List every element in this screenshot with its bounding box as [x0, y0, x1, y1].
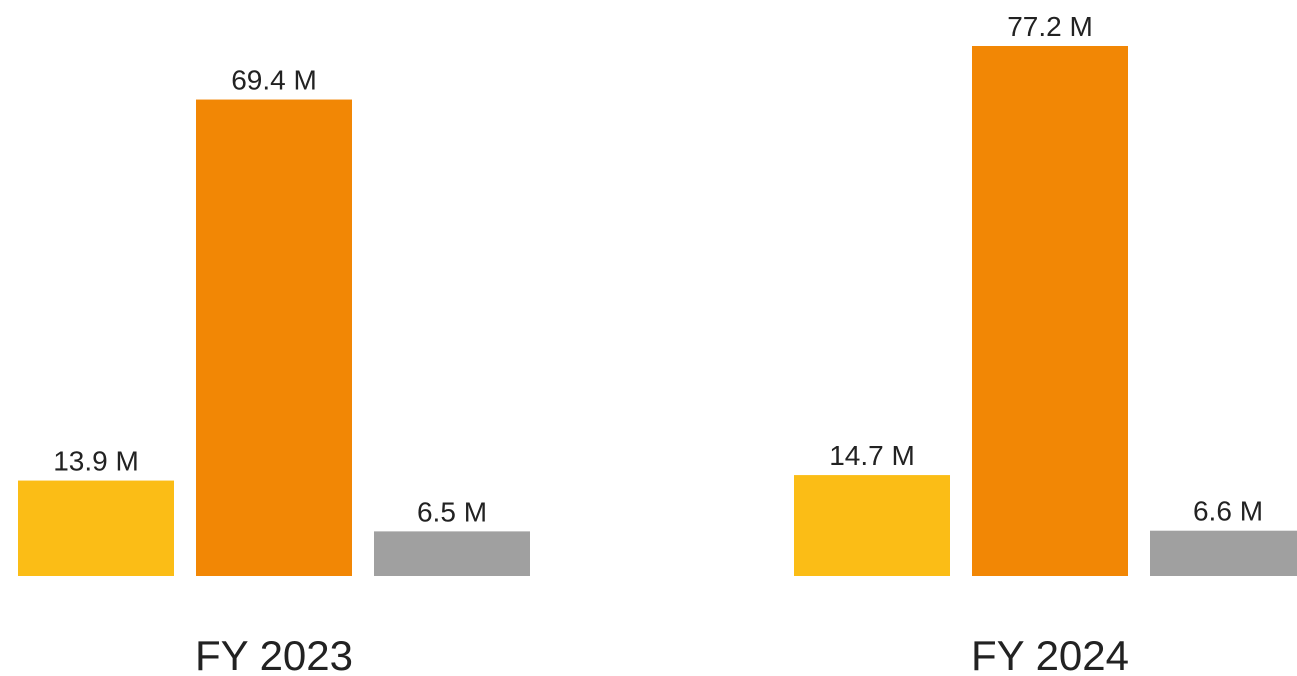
bar: [1150, 530, 1297, 576]
value-label: 13.9 M: [53, 446, 139, 477]
value-label: 6.5 M: [417, 496, 487, 527]
value-label: 6.6 M: [1193, 496, 1263, 527]
category-label: FY 2023: [195, 632, 353, 676]
bar: [374, 531, 530, 576]
bar: [18, 480, 174, 576]
bar: [196, 99, 352, 576]
bar: [794, 475, 950, 576]
value-label: 77.2 M: [1007, 11, 1093, 42]
bar: [972, 46, 1128, 576]
value-label: 14.7 M: [829, 440, 915, 471]
value-label: 69.4 M: [231, 65, 317, 96]
category-label: FY 2024: [971, 632, 1129, 676]
